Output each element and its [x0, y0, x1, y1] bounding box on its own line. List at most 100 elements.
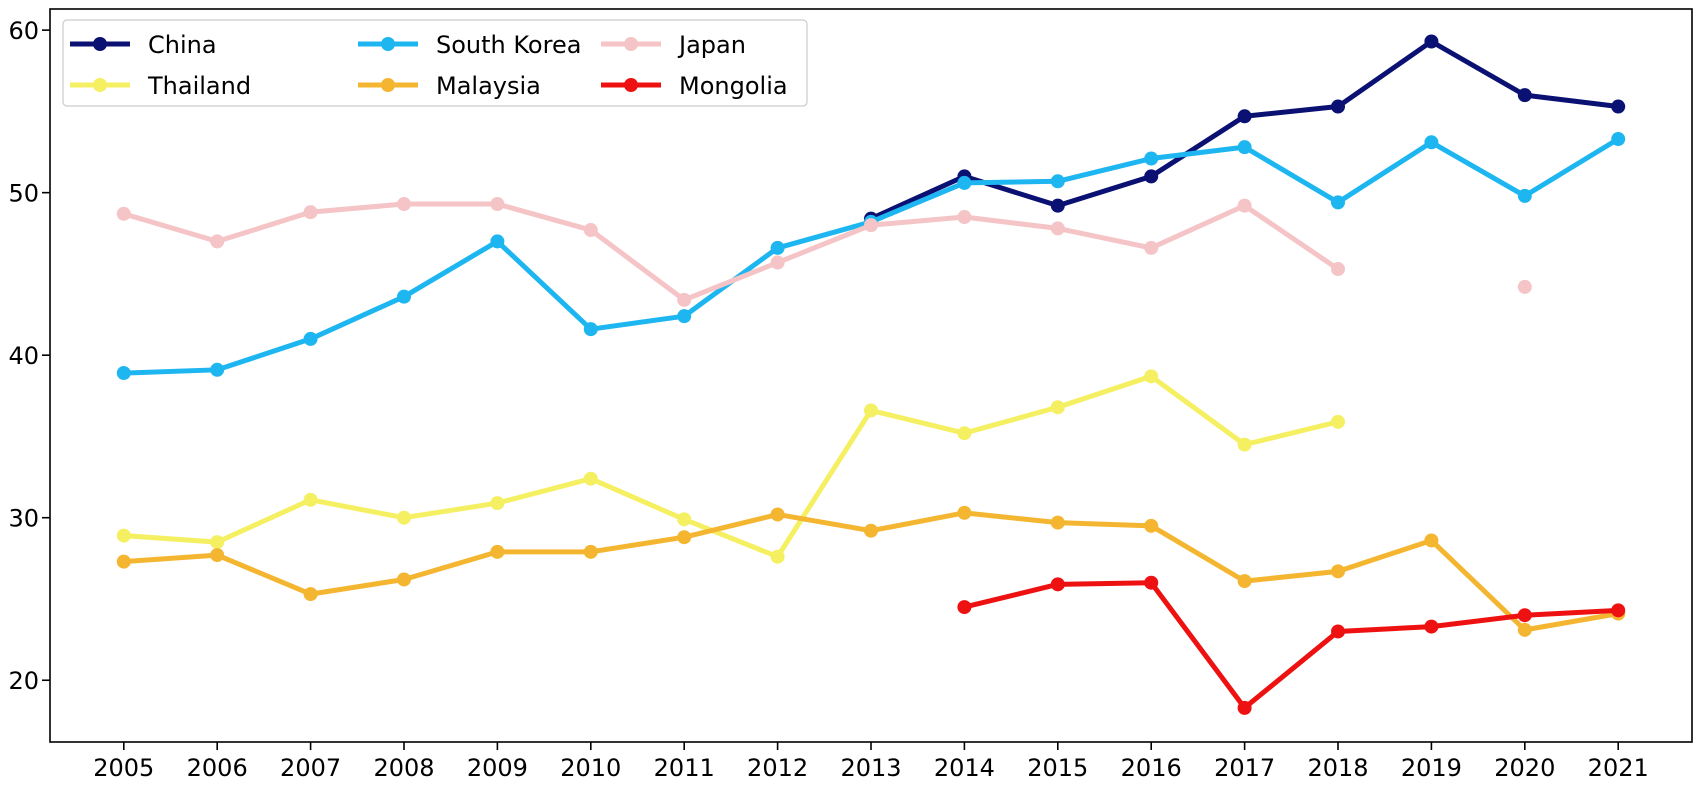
- legend-marker: [381, 78, 395, 92]
- data-point: [864, 523, 878, 538]
- legend-item: Japan: [601, 31, 746, 59]
- series-line: [123, 373, 1339, 560]
- legend-label: Mongolia: [679, 72, 788, 100]
- data-point: [1237, 109, 1252, 124]
- legend-label: South Korea: [436, 31, 581, 59]
- data-point: [957, 600, 972, 615]
- y-tick-label: 20: [8, 667, 39, 695]
- legend-item: Malaysia: [358, 72, 541, 100]
- data-point: [677, 309, 692, 324]
- data-point: [1331, 624, 1346, 639]
- legend-label: Thailand: [147, 72, 251, 100]
- y-tick-label: 60: [8, 17, 39, 45]
- series-malaysia: [116, 505, 1626, 637]
- data-point: [677, 512, 692, 527]
- data-point: [1611, 603, 1626, 618]
- data-point: [210, 535, 225, 550]
- data-point: [770, 507, 785, 522]
- y-tick-label: 30: [8, 505, 39, 533]
- data-point: [583, 322, 598, 337]
- data-point: [1517, 608, 1532, 623]
- legend-marker: [624, 78, 638, 92]
- legend-marker: [93, 78, 107, 92]
- data-point: [210, 548, 225, 563]
- data-point: [1517, 188, 1532, 203]
- data-point: [1050, 174, 1065, 189]
- data-point: [1331, 262, 1346, 277]
- series-japan: [116, 197, 1532, 307]
- x-tick-label: 2017: [1214, 754, 1275, 782]
- data-point: [1331, 564, 1346, 579]
- x-tick-label: 2013: [840, 754, 901, 782]
- data-point: [1144, 151, 1159, 166]
- data-point: [1611, 99, 1626, 114]
- data-point: [210, 362, 225, 377]
- legend-marker: [624, 37, 638, 51]
- data-point: [1144, 369, 1159, 384]
- data-point: [1050, 198, 1065, 213]
- data-point: [1050, 400, 1065, 415]
- data-point: [957, 175, 972, 190]
- data-point: [957, 210, 972, 225]
- data-point: [677, 530, 692, 545]
- data-point: [1331, 99, 1346, 114]
- data-point: [116, 554, 131, 569]
- data-point: [1237, 574, 1252, 589]
- y-tick-label: 40: [8, 342, 39, 370]
- x-tick-label: 2007: [280, 754, 341, 782]
- data-point: [583, 223, 598, 238]
- x-tick-label: 2006: [187, 754, 248, 782]
- data-point: [1424, 533, 1439, 548]
- data-point: [1050, 221, 1065, 236]
- data-point: [1237, 437, 1252, 452]
- data-point: [396, 197, 411, 212]
- x-tick-label: 2008: [373, 754, 434, 782]
- data-point: [770, 549, 785, 564]
- legend: China South Korea Japan Thailand Malaysia Mon…: [62, 19, 808, 107]
- y-axis: 20 30 40 50 60: [8, 17, 50, 695]
- data-point: [864, 403, 878, 418]
- data-point: [957, 505, 972, 520]
- data-point: [1237, 140, 1252, 155]
- data-point: [583, 544, 598, 559]
- x-tick-label: 2016: [1121, 754, 1182, 782]
- legend-item: Thailand: [70, 72, 251, 100]
- data-point: [1331, 414, 1346, 429]
- data-point: [1050, 515, 1065, 530]
- axes-frame: [49, 8, 1693, 743]
- data-point: [1424, 619, 1439, 634]
- data-point: [396, 510, 411, 525]
- data-point: [1517, 88, 1532, 103]
- data-point: [770, 240, 785, 255]
- data-point: [1144, 240, 1159, 255]
- data-point: [1050, 577, 1065, 592]
- data-point: [1517, 279, 1532, 294]
- plot-area: [116, 34, 1626, 715]
- data-point: [303, 331, 318, 346]
- data-point: [957, 426, 972, 441]
- data-point: [1144, 518, 1159, 533]
- data-point: [1144, 169, 1159, 184]
- data-point: [490, 496, 505, 511]
- data-point: [864, 218, 878, 233]
- data-point: [303, 587, 318, 602]
- series-line: [123, 136, 1620, 376]
- legend-item: South Korea: [358, 31, 581, 59]
- x-tick-label: 2015: [1027, 754, 1088, 782]
- x-tick-label: 2018: [1307, 754, 1368, 782]
- data-point: [1611, 132, 1626, 147]
- legend-marker: [381, 37, 395, 51]
- data-point: [116, 366, 131, 381]
- x-tick-label: 2021: [1588, 754, 1649, 782]
- data-point: [396, 572, 411, 587]
- series-line: [963, 580, 1619, 711]
- data-point: [490, 234, 505, 249]
- x-tick-label: 2005: [93, 754, 154, 782]
- data-point: [116, 528, 131, 543]
- data-point: [303, 205, 318, 220]
- data-point: [583, 471, 598, 486]
- series-thailand: [116, 369, 1346, 564]
- data-point: [1237, 700, 1252, 715]
- data-point: [490, 197, 505, 212]
- legend-item: China: [70, 31, 217, 59]
